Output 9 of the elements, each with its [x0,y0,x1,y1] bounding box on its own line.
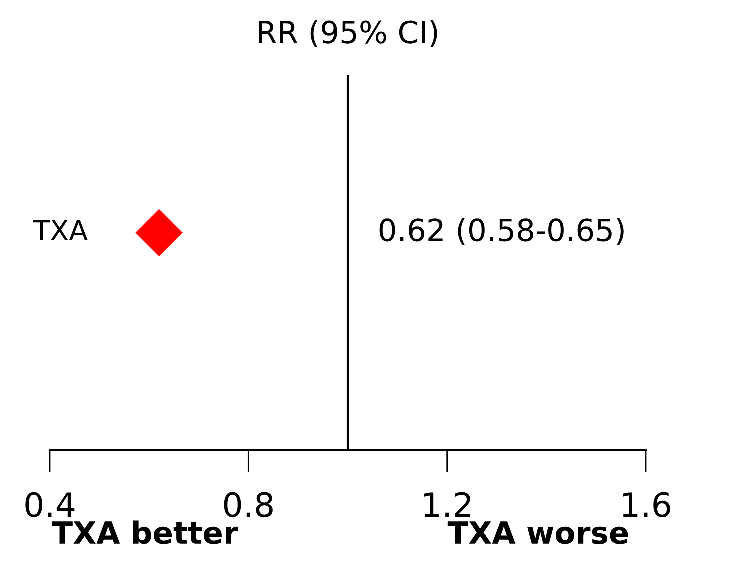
text: TXA better [52,520,238,544]
x-tick-label: 1.6 [623,492,670,518]
x-tick-label: 1.2 [424,492,470,517]
annotation: 0.62 (0.58-0.65) [380,218,624,246]
text: TXA worse [448,522,628,544]
x-tick-label: 0.8 [224,492,273,518]
chart-title: RR (95% CI) [259,20,438,48]
y-tick-label: TXA [33,220,88,241]
x-tick-label: 0.4 [26,492,75,518]
